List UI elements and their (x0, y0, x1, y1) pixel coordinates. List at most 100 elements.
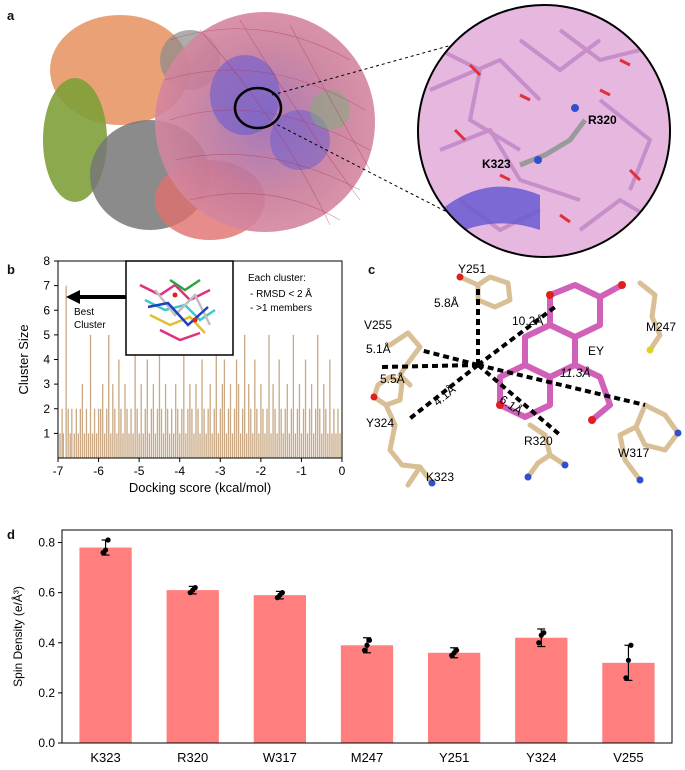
cluster-bar (262, 408, 264, 458)
panel-a-structure: R320 K323 (43, 4, 671, 258)
cluster-bar (268, 334, 270, 458)
cluster-bar (250, 408, 252, 458)
cluster-bar (211, 433, 213, 458)
cluster-bar (130, 408, 132, 458)
replicate-point (541, 630, 547, 636)
cluster-bar (75, 408, 77, 458)
cluster-bar (112, 384, 114, 458)
cluster-bar (327, 433, 329, 458)
cluster-bar (128, 433, 130, 458)
cluster-bar (242, 408, 244, 458)
cluster-bar (191, 408, 193, 458)
cluster-bar (77, 433, 79, 458)
cluster-bar (162, 433, 165, 458)
cluster-bar (274, 408, 276, 458)
cluster-bar (95, 433, 98, 458)
y-tick-label: 0.2 (38, 686, 55, 700)
cluster-bar (81, 384, 84, 458)
cluster-bar (329, 359, 331, 458)
cluster-bar (205, 433, 207, 458)
cluster-bar (288, 433, 290, 458)
cluster-bar (59, 433, 61, 458)
cluster-bar (207, 408, 209, 458)
cluster-bar (203, 408, 205, 458)
cluster-bar (276, 433, 278, 458)
cluster-bar (152, 384, 155, 458)
cluster-bar (79, 408, 82, 458)
replicate-point (361, 647, 368, 653)
plot-frame (61, 529, 673, 744)
cluster-bar (209, 384, 211, 458)
cluster-bar (124, 384, 126, 458)
cluster-bar (215, 334, 217, 458)
cluster-bar (118, 359, 120, 458)
x-tick-label: -4 (174, 464, 185, 478)
y-axis-label: Spin Density (e/Å³) (10, 586, 25, 687)
cluster-bar (213, 408, 215, 458)
y-tick-label: 0.4 (38, 636, 55, 650)
cluster-bar (136, 408, 138, 458)
residue-r320: R320 (524, 434, 553, 448)
x-tick-label: -5 (134, 464, 145, 478)
panel-c-pocket: Y251 V255 M247 EY Y324 K323 R320 W317 5.… (364, 262, 682, 488)
cluster-bar (179, 433, 181, 458)
cluster-bar (140, 384, 142, 458)
replicate-point (102, 547, 109, 553)
best-cluster-label-2: Cluster (74, 320, 106, 331)
cluster-bar (175, 384, 177, 458)
cluster-bar (93, 408, 96, 458)
cluster-note-title: Each cluster: (248, 273, 306, 284)
cluster-bar (110, 433, 112, 458)
cluster-bar (219, 408, 221, 458)
cluster-bar (339, 433, 341, 458)
x-tick-label: -2 (256, 464, 267, 478)
replicate-point (536, 640, 542, 646)
cluster-bar (292, 334, 295, 458)
cluster-bar (302, 408, 305, 458)
residue-y251: Y251 (458, 262, 486, 276)
cluster-bar (100, 408, 102, 458)
cluster-bar (87, 433, 90, 458)
cluster-bar (284, 408, 286, 458)
distance-10-2: 10.2Å (512, 313, 543, 328)
zoom-inset (418, 5, 670, 257)
cluster-bar (239, 433, 242, 458)
cluster-bar (183, 334, 185, 458)
y-tick-label: 6 (43, 303, 50, 317)
cluster-bar (156, 408, 159, 458)
cluster-bar (67, 408, 69, 458)
cluster-bar (296, 408, 299, 458)
cluster-bar (270, 433, 272, 458)
cluster-bar (308, 408, 311, 458)
residue-m247: M247 (646, 320, 676, 334)
cluster-bar (266, 408, 268, 458)
cluster-bar (144, 408, 146, 458)
x-tick-label: -6 (93, 464, 104, 478)
cluster-bar (108, 334, 110, 458)
cluster-bar (193, 433, 195, 458)
residue-v255: V255 (364, 318, 392, 332)
cluster-bar (248, 384, 250, 458)
y-tick-label: 0.0 (38, 736, 55, 750)
distance-5-5: 5.5Å (380, 371, 405, 386)
cluster-bar (142, 433, 144, 458)
distance-5-8: 5.8Å (434, 295, 459, 310)
replicate-point (364, 642, 370, 648)
cluster-bar (315, 408, 317, 458)
cluster-bar (187, 408, 189, 458)
cluster-bar (122, 433, 124, 458)
y-tick-label: 5 (43, 328, 50, 342)
replicate-point (192, 585, 198, 591)
panel-letter-d: d (7, 527, 15, 542)
cluster-bar (335, 433, 337, 458)
cluster-bar (164, 384, 167, 458)
distance-lines (381, 285, 646, 437)
cluster-bar (116, 433, 118, 458)
cluster-bar (254, 359, 256, 458)
cluster-bar (337, 408, 339, 458)
cluster-bar (114, 408, 116, 458)
cluster-bar (331, 433, 333, 458)
cluster-bar (138, 433, 140, 458)
replicate-point (454, 647, 460, 653)
category-label: W317 (263, 750, 297, 765)
